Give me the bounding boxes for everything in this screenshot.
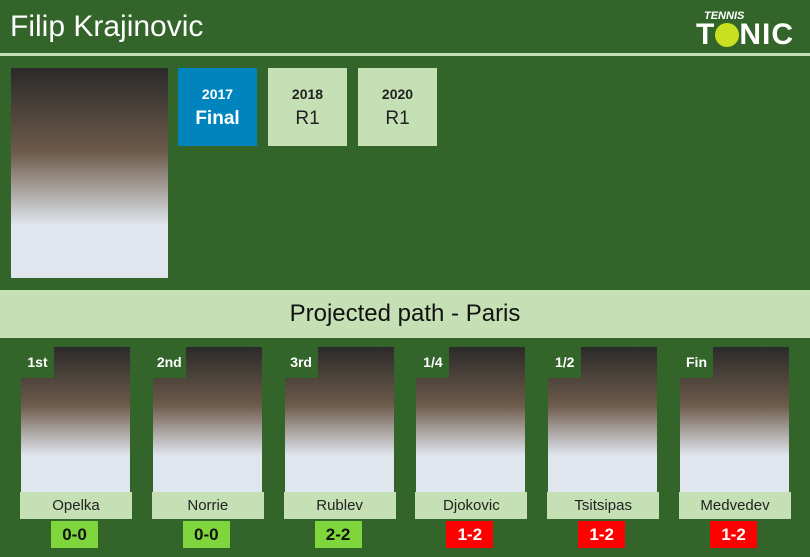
- history-result: R1: [295, 108, 320, 129]
- h2h-score: 2-2: [314, 521, 362, 548]
- opponent-name: Tsitsipas: [547, 492, 660, 519]
- opponent-name: Rublev: [283, 492, 396, 519]
- divider: [0, 53, 810, 56]
- history-box-2018: 2018 R1: [268, 68, 347, 146]
- opponent-name: Norrie: [151, 492, 264, 519]
- player-name: Filip Krajinovic: [10, 10, 204, 43]
- h2h-score: 1-2: [578, 521, 626, 548]
- history-year: 2020: [381, 86, 414, 102]
- history-box-2017: 2017 Final: [178, 68, 257, 146]
- opponent-name: Opelka: [20, 492, 132, 519]
- opponent-name: Medvedev: [679, 492, 791, 519]
- round-label: 1st: [21, 347, 54, 378]
- round-label: 1/4: [416, 347, 450, 378]
- opponent-card[interactable]: 1/2 Tsitsipas 1-2: [547, 347, 660, 549]
- round-label: 3rd: [284, 347, 318, 378]
- history-result: Final: [195, 108, 240, 129]
- tennis-tonic-logo: TENNIS T NIC: [696, 10, 794, 51]
- round-label: 2nd: [152, 347, 186, 378]
- opponent-card[interactable]: 3rd Rublev 2-2: [283, 347, 396, 549]
- opponent-name: Djokovic: [415, 492, 528, 519]
- opponent-card[interactable]: Fin Medvedev 1-2: [679, 347, 791, 549]
- opponent-card[interactable]: 1/4 Djokovic 1-2: [415, 347, 528, 549]
- round-label: 1/2: [548, 347, 582, 378]
- round-label: Fin: [680, 347, 713, 378]
- h2h-score: 1-2: [446, 521, 494, 548]
- h2h-score: 0-0: [51, 521, 98, 548]
- h2h-score: 0-0: [182, 521, 230, 548]
- player-photo: [11, 68, 168, 278]
- history-box-2020: 2020 R1: [358, 68, 437, 146]
- opponent-card[interactable]: 2nd Norrie 0-0: [151, 347, 264, 549]
- history-result: R1: [385, 108, 410, 129]
- opponent-card[interactable]: 1st Opelka 0-0: [20, 347, 132, 549]
- tennis-ball-icon: [715, 23, 740, 47]
- h2h-score: 1-2: [710, 521, 757, 548]
- projected-path-title: Projected path - Paris: [0, 290, 810, 338]
- history-year: 2017: [201, 86, 234, 102]
- history-year: 2018: [291, 86, 324, 102]
